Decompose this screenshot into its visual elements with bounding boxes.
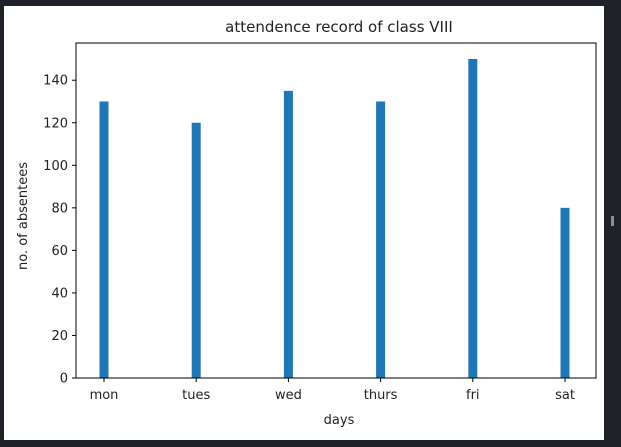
x-tick-label: wed bbox=[275, 388, 302, 403]
plot-area-frame bbox=[75, 42, 597, 379]
x-tick-label: mon bbox=[90, 388, 119, 403]
x-axis-ticks: mon tues wed thurs fri sat bbox=[90, 378, 575, 403]
x-tick-label: fri bbox=[466, 388, 480, 403]
y-tick-label: 120 bbox=[43, 116, 68, 131]
y-tick-label: 140 bbox=[43, 74, 68, 89]
x-tick-label: thurs bbox=[364, 388, 398, 403]
y-tick-label: 100 bbox=[43, 159, 68, 174]
bar-sat bbox=[560, 207, 570, 378]
x-axis-label: days bbox=[324, 413, 355, 428]
y-tick-label: 0 bbox=[60, 372, 68, 387]
y-tick-label: 60 bbox=[51, 244, 68, 259]
bars-group bbox=[99, 58, 570, 378]
bar-fri bbox=[468, 58, 478, 378]
x-tick-label: tues bbox=[182, 388, 210, 403]
x-tick-label: sat bbox=[555, 388, 575, 403]
bar-thurs bbox=[376, 101, 386, 378]
bar-tues bbox=[191, 122, 201, 378]
bar-wed bbox=[283, 90, 293, 378]
bar-chart: attendence record of class VIII days no.… bbox=[16, 18, 597, 428]
chart-title: attendence record of class VIII bbox=[225, 18, 453, 36]
y-tick-label: 40 bbox=[51, 286, 68, 301]
y-axis-label: no. of absentees bbox=[16, 162, 31, 270]
bar-mon bbox=[99, 101, 109, 378]
y-tick-label: 80 bbox=[51, 201, 68, 216]
chart-frame: attendence record of class VIII days no.… bbox=[4, 6, 604, 440]
y-axis-ticks: 0 20 40 60 80 100 120 140 bbox=[43, 74, 76, 387]
y-tick-label: 20 bbox=[51, 329, 68, 344]
scrollbar-indicator[interactable] bbox=[611, 216, 614, 226]
